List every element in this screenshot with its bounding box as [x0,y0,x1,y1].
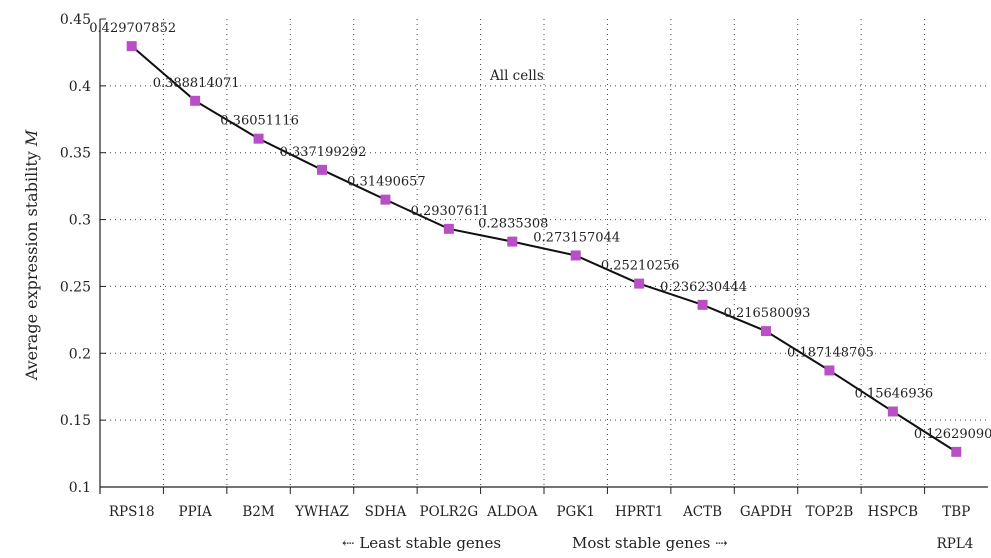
grid [100,19,988,487]
x-category-label: POLR2G [420,504,479,520]
footer-least-stable: ⇠ Least stable genes [342,534,501,552]
x-category-label: HPRT1 [615,504,663,520]
data-point-marker [634,278,645,289]
data-value-label: 0.388814071 [153,76,240,91]
data-value-label: 0.36051116 [220,114,299,129]
x-ticks: RPS18 PPIA B2M YWHAZ SDHA POLR2G ALDOA PGK1 HPRT… [109,487,970,520]
y-tick-label: 0.2 [69,346,91,362]
stability-line [131,45,957,453]
x-category-label: PGK1 [556,504,595,520]
x-category-label: GAPDH [740,504,792,520]
y-tick-label: 0.25 [60,279,91,295]
data-point-marker [126,41,137,52]
data-point-marker [317,164,327,175]
data-labels: 0.429707852 0.388814071 0.36051116 0.337199… [89,21,991,442]
y-tick-label: 0.35 [60,146,91,162]
y-axis-title: Average expression stability M [22,129,41,381]
data-point-marker [253,133,264,144]
series-markers [126,41,962,457]
data-value-label: 0.337199292 [280,145,367,160]
x-category-label: RPS18 [109,504,155,520]
data-point-marker [824,365,835,376]
data-value-label: 0.31490657 [347,175,426,190]
x-category-label: YWHAZ [294,504,349,520]
data-value-label: 0.236230444 [660,280,747,295]
data-value-label: 0.25210256 [601,259,680,274]
x-category-label: TBP [942,504,970,520]
x-category-label: PPIA [179,504,212,520]
data-value-label: 0.29307611 [411,204,490,219]
data-point-marker [697,299,708,310]
footer-most-stable: Most stable genes ⇢ [572,534,728,552]
x-category-label: ACTB [682,504,722,520]
data-point-marker [951,446,962,457]
data-point-marker [761,326,771,337]
y-ticks: 0.1 0.15 0.2 0.25 0.3 0.35 0.4 0.45 [60,12,106,496]
annotation-all-cells: All cells [489,68,544,84]
y-tick-label: 0.45 [60,12,91,28]
data-value-label: 0.187148705 [787,345,874,360]
data-point-marker [887,406,898,417]
y-axis-title-text: Average expression stability [22,151,41,381]
series-line [131,45,957,453]
data-point-marker [380,194,391,205]
y-tick-label: 0.15 [60,413,91,429]
x-category-label: TOP2B [806,504,854,520]
data-value-label: 0.216580093 [724,306,811,321]
final-pair-label: RPL4 [937,536,974,552]
data-value-label: 0.273157044 [533,230,620,245]
y-tick-label: 0.3 [69,213,91,229]
x-category-label: B2M [242,504,275,520]
y-tick-label: 0.4 [69,79,91,95]
data-value-label: 0.126290902 [914,427,991,442]
x-category-label: SDHA [365,504,407,520]
data-point-marker [507,236,518,247]
data-value-label: 0.429707852 [89,21,176,36]
x-category-label: HSPCB [868,504,918,520]
data-point-marker [190,95,201,106]
y-tick-label: 0.1 [69,480,91,496]
y-axis-title-var: M [22,129,41,147]
data-value-label: 0.2835308 [478,217,548,232]
x-category-label: ALDOA [486,504,538,520]
data-point-marker [570,250,581,261]
data-value-label: 0.15646936 [855,386,934,401]
data-point-marker [443,223,454,234]
